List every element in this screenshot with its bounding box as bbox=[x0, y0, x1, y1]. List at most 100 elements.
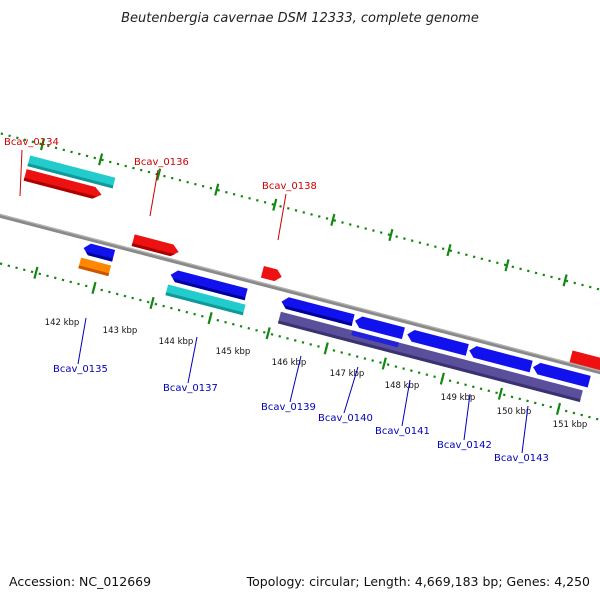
gene-arrow-bcav-0143[interactable] bbox=[532, 361, 591, 388]
forward-scale-minor-tick bbox=[310, 213, 313, 216]
gene-arrow-bcav-0140[interactable] bbox=[354, 315, 405, 340]
gene-arrow-bcav-0141[interactable] bbox=[406, 329, 469, 356]
reverse-scale-minor-tick bbox=[479, 387, 483, 391]
reverse-scale-minor-tick bbox=[278, 335, 282, 338]
reverse-scale-minor-tick bbox=[417, 371, 421, 375]
reverse-scale-minor-tick bbox=[487, 389, 491, 393]
reverse-scale-minor-tick bbox=[270, 333, 274, 336]
forward-scale-minor-tick bbox=[333, 219, 337, 222]
forward-scale-minor-tick bbox=[449, 249, 453, 253]
forward-scale-minor-tick bbox=[596, 287, 600, 291]
forward-scale-minor-tick bbox=[410, 239, 414, 242]
reverse-scale-minor-tick bbox=[425, 373, 429, 377]
gene-leader-line bbox=[343, 366, 359, 414]
gene-block-orange[interactable] bbox=[78, 257, 112, 277]
forward-scale-minor-tick bbox=[403, 237, 406, 240]
forward-scale-minor-tick bbox=[108, 160, 112, 164]
gene-leader-line bbox=[521, 405, 529, 454]
reverse-scale-major-tick bbox=[207, 312, 213, 325]
forward-scale-major-tick bbox=[388, 228, 394, 242]
tick-label: 143 kbp bbox=[103, 326, 138, 336]
forward-scale-minor-tick bbox=[495, 261, 499, 265]
gene-arrow-bcav-0136[interactable] bbox=[131, 234, 181, 257]
gene-arrow-bcav-0135[interactable] bbox=[82, 242, 116, 262]
forward-scale-major-tick bbox=[214, 183, 220, 196]
forward-scale-minor-tick bbox=[77, 152, 81, 156]
gene-arrow-cyan[interactable] bbox=[27, 155, 116, 189]
gene-arrow-bcav-0139[interactable] bbox=[280, 296, 355, 327]
reverse-scale-major-tick bbox=[265, 327, 271, 340]
gene-label-bcav-0137[interactable]: Bcav_0137 bbox=[163, 383, 218, 394]
forward-scale-major-tick bbox=[272, 198, 278, 211]
gene-label-bcav-0142[interactable]: Bcav_0142 bbox=[437, 440, 492, 451]
forward-scale-minor-tick bbox=[70, 150, 73, 154]
gene-arrow-bcav-0136-shade bbox=[131, 243, 175, 257]
forward-scale-minor-tick bbox=[178, 178, 182, 182]
reverse-scale-minor-tick bbox=[123, 294, 127, 298]
gene-arrow-bcav-0142[interactable] bbox=[468, 345, 533, 373]
forward-scale-minor-tick bbox=[0, 132, 4, 136]
reverse-scale-minor-tick bbox=[309, 343, 313, 346]
gene-label-bcav-0140[interactable]: Bcav_0140 bbox=[318, 413, 373, 424]
gene-arrow-right-edge[interactable] bbox=[569, 350, 600, 373]
forward-scale-minor-tick bbox=[279, 205, 282, 208]
gene-arrow-bcav-0137[interactable] bbox=[169, 269, 248, 301]
reverse-scale-minor-tick bbox=[526, 399, 529, 403]
reverse-scale-minor-tick bbox=[15, 266, 18, 270]
reverse-scale-minor-tick bbox=[38, 272, 42, 276]
reverse-scale-minor-tick bbox=[510, 395, 514, 399]
forward-scale-minor-tick bbox=[194, 182, 197, 186]
gene-block-cyan[interactable] bbox=[165, 284, 246, 316]
forward-scale-minor-tick bbox=[325, 217, 329, 220]
gene-label-bcav-0135[interactable]: Bcav_0135 bbox=[53, 364, 108, 375]
forward-scale-minor-tick bbox=[23, 138, 27, 142]
forward-scale-minor-tick bbox=[434, 245, 437, 249]
gene-label-bcav-0136[interactable]: Bcav_0136 bbox=[134, 157, 189, 168]
forward-scale-major-tick bbox=[330, 213, 336, 226]
reverse-scale-minor-tick bbox=[301, 341, 305, 344]
reverse-scale-minor-tick bbox=[100, 288, 104, 292]
genome-track bbox=[0, 132, 600, 421]
gene-arrow-bcav-0135-shade bbox=[85, 251, 113, 262]
reverse-scale-minor-tick bbox=[348, 353, 351, 356]
reverse-scale-major-tick bbox=[497, 387, 504, 400]
gene-arrow-bcav-0138[interactable] bbox=[260, 265, 283, 283]
reverse-scale-minor-tick bbox=[379, 361, 382, 364]
reverse-scale-minor-tick bbox=[61, 278, 65, 282]
forward-scale-minor-tick bbox=[93, 156, 97, 160]
reverse-scale-minor-tick bbox=[355, 355, 359, 358]
reverse-scale-minor-tick bbox=[224, 320, 227, 324]
genome-backbone-highlight bbox=[0, 206, 600, 384]
forward-scale-minor-tick bbox=[348, 223, 352, 226]
gene-leader-line bbox=[289, 355, 302, 403]
reverse-scale-minor-tick bbox=[139, 298, 142, 302]
reverse-scale-minor-tick bbox=[580, 413, 584, 417]
gene-label-bcav-0138[interactable]: Bcav_0138 bbox=[262, 181, 317, 192]
reverse-scale-minor-tick bbox=[595, 417, 599, 421]
tick-label: 142 kbp bbox=[45, 318, 80, 328]
forward-scale-minor-tick bbox=[550, 275, 553, 279]
reverse-scale-minor-tick bbox=[77, 282, 80, 286]
gene-label-bcav-0134[interactable]: Bcav_0134 bbox=[4, 137, 59, 148]
reverse-scale-minor-tick bbox=[433, 375, 436, 379]
reverse-scale-minor-tick bbox=[247, 326, 251, 330]
gene-label-bcav-0143[interactable]: Bcav_0143 bbox=[494, 453, 549, 464]
reverse-scale-minor-tick bbox=[549, 405, 553, 409]
gene-block-orange-shade bbox=[78, 265, 110, 277]
reverse-scale-minor-tick bbox=[216, 318, 220, 322]
tick-label: 146 kbp bbox=[272, 358, 307, 368]
reverse-scale-minor-tick bbox=[572, 411, 576, 415]
forward-scale-minor-tick bbox=[511, 265, 515, 269]
gene-arrow-bcav-0134[interactable] bbox=[23, 169, 103, 201]
genome-summary-label: Topology: circular; Length: 4,669,183 bp… bbox=[246, 574, 590, 589]
forward-scale-minor-tick bbox=[186, 180, 190, 184]
forward-scale-minor-tick bbox=[557, 277, 561, 281]
gene-label-bcav-0141[interactable]: Bcav_0141 bbox=[375, 426, 430, 437]
gene-label-bcav-0139[interactable]: Bcav_0139 bbox=[261, 402, 316, 413]
forward-scale-minor-tick bbox=[457, 251, 460, 255]
gene-leader-line bbox=[463, 393, 471, 441]
reverse-scale-minor-tick bbox=[201, 314, 204, 318]
reverse-scale-minor-tick bbox=[239, 324, 243, 328]
forward-scale-minor-tick bbox=[356, 225, 360, 228]
